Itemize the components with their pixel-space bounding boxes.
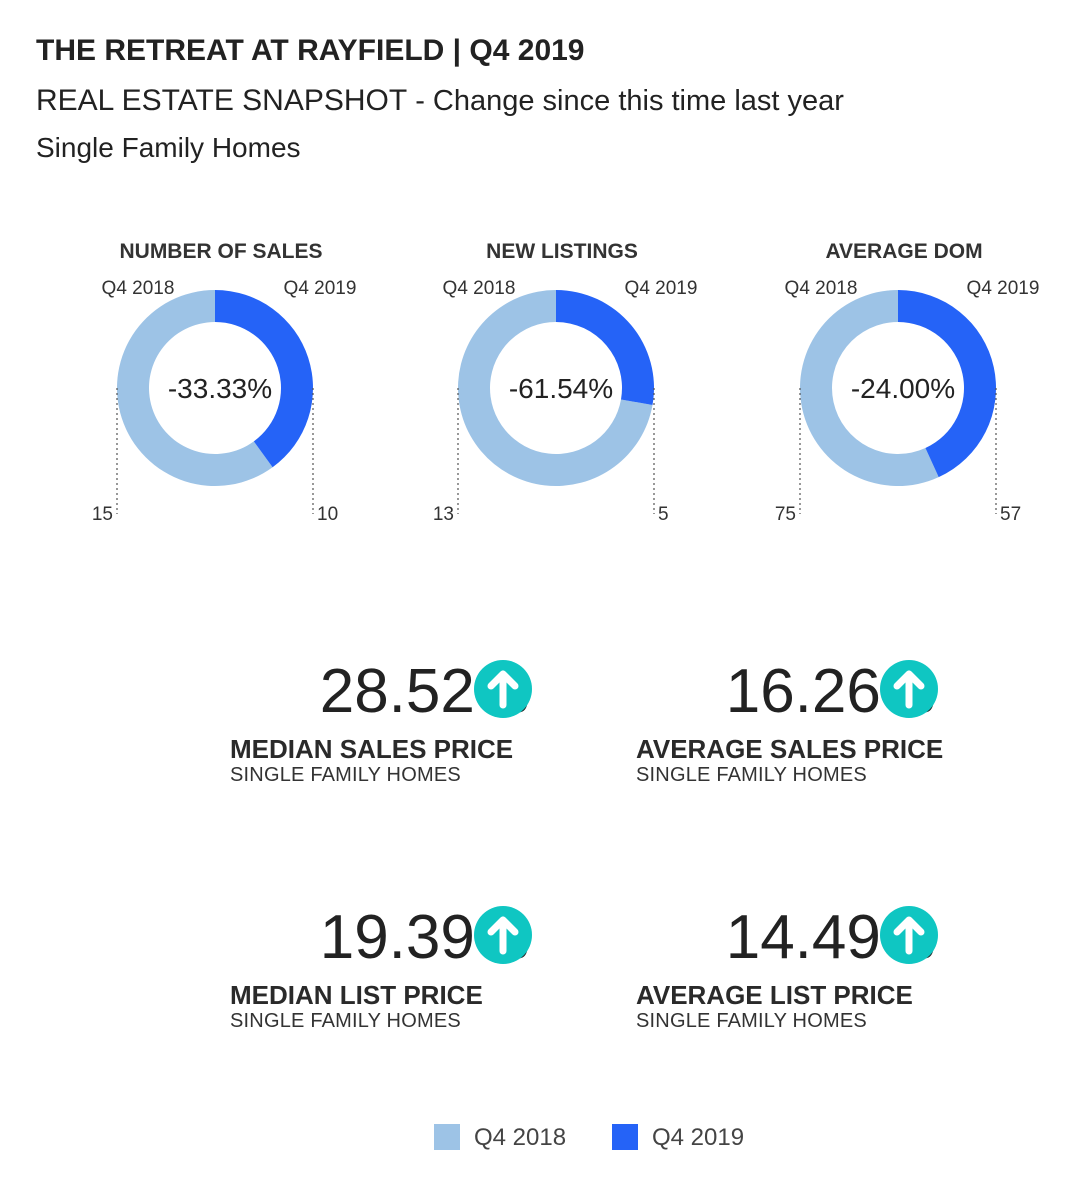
kpi-label: AVERAGE SALES PRICE — [636, 734, 944, 764]
page-subtitle: REAL ESTATE SNAPSHOT - Change since this … — [36, 84, 844, 118]
legend-item-q4-2018: Q4 2018 — [434, 1122, 584, 1152]
legend-swatch-q4-2018 — [434, 1124, 460, 1150]
chart-legend: Q4 2018 Q4 2019 — [0, 1118, 1080, 1158]
donut-value-q4-2018: 75 — [775, 504, 796, 525]
donut-chart-3: AVERAGE DOM Q4 2018 Q4 2019 -24.00% 75 57 — [775, 240, 1040, 525]
donut-value-q4-2018: 13 — [433, 504, 454, 525]
kpi-value-row: 14.49% — [556, 902, 936, 974]
donut-value-q4-2019: 57 — [1000, 504, 1021, 525]
donut-slice-q4-2019 — [215, 290, 313, 468]
donut-slice-q4-2018 — [458, 290, 653, 486]
kpi-value-row: 16.26% — [556, 656, 936, 728]
donut-series-label-q4-2018: Q4 2018 — [785, 278, 858, 299]
donut-series-label-q4-2018: Q4 2018 — [443, 278, 516, 299]
donut-series-label-q4-2019: Q4 2019 — [967, 278, 1040, 299]
subtitle-detail: - Change since this time last year — [415, 85, 844, 117]
donut-value-q4-2019: 5 — [658, 504, 669, 525]
donut-title: NUMBER OF SALES — [119, 240, 322, 263]
legend-item-q4-2019: Q4 2019 — [612, 1122, 762, 1152]
donut-slice-q4-2019 — [556, 290, 654, 406]
kpi-sublabel: SINGLE FAMILY HOMES — [230, 764, 461, 786]
page-subtitle-secondary: Single Family Homes — [36, 132, 301, 163]
donut-chart-2: NEW LISTINGS Q4 2018 Q4 2019 -61.54% 13 5 — [433, 240, 698, 525]
donut-slice-q4-2019 — [898, 290, 996, 478]
legend-label: Q4 2018 — [474, 1124, 567, 1151]
kpi-median-list-price: 19.39% MEDIAN LIST PRICE SINGLE FAMILY H… — [150, 902, 532, 1042]
kpi-label: AVERAGE LIST PRICE — [636, 980, 913, 1010]
donut-charts: NUMBER OF SALES Q4 2018 Q4 2019 -33.33% 15 10… — [92, 240, 1040, 525]
donut-center-label: -61.54% — [509, 373, 613, 404]
kpi-average-sales-price: 16.26% AVERAGE SALES PRICE SINGLE FAMILY… — [556, 656, 943, 796]
legend-swatch-q4-2019 — [612, 1124, 638, 1150]
arrow-up-circle-icon — [474, 660, 532, 718]
donut-slice-q4-2018 — [117, 290, 273, 487]
page-title: THE RETREAT AT RAYFIELD | Q4 2019 — [36, 34, 585, 67]
kpi-value-row: 19.39% — [150, 902, 530, 974]
kpi-average-list-price: 14.49% AVERAGE LIST PRICE SINGLE FAMILY … — [556, 902, 938, 1042]
arrow-up-circle-icon — [880, 906, 938, 964]
legend-label: Q4 2019 — [652, 1124, 745, 1151]
donut-value-q4-2019: 10 — [317, 504, 338, 525]
donut-series-label-q4-2019: Q4 2019 — [625, 278, 698, 299]
kpi-value-row: 28.52% — [150, 656, 530, 728]
donut-series-label-q4-2018: Q4 2018 — [102, 278, 175, 299]
donut-title: NEW LISTINGS — [486, 240, 638, 263]
kpi-median-sales-price: 28.52% MEDIAN SALES PRICE SINGLE FAMILY … — [150, 656, 532, 796]
donut-center-label: -33.33% — [168, 373, 272, 404]
kpi-label: MEDIAN SALES PRICE — [230, 734, 514, 764]
arrow-up-circle-icon — [880, 660, 938, 718]
arrow-up-circle-icon — [474, 906, 532, 964]
donut-center-label: -24.00% — [851, 373, 955, 404]
donut-series-label-q4-2019: Q4 2019 — [284, 278, 357, 299]
kpi-label: MEDIAN LIST PRICE — [230, 980, 483, 1010]
donut-value-q4-2018: 15 — [92, 504, 113, 525]
kpi-sublabel: SINGLE FAMILY HOMES — [636, 1010, 867, 1032]
kpi-sublabel: SINGLE FAMILY HOMES — [230, 1010, 461, 1032]
subtitle-main: REAL ESTATE SNAPSHOT — [36, 84, 408, 117]
kpi-sublabel: SINGLE FAMILY HOMES — [636, 764, 867, 786]
donut-title: AVERAGE DOM — [825, 240, 982, 263]
donut-chart-1: NUMBER OF SALES Q4 2018 Q4 2019 -33.33% 15 10 — [92, 240, 357, 525]
donut-slice-q4-2018 — [800, 290, 939, 486]
